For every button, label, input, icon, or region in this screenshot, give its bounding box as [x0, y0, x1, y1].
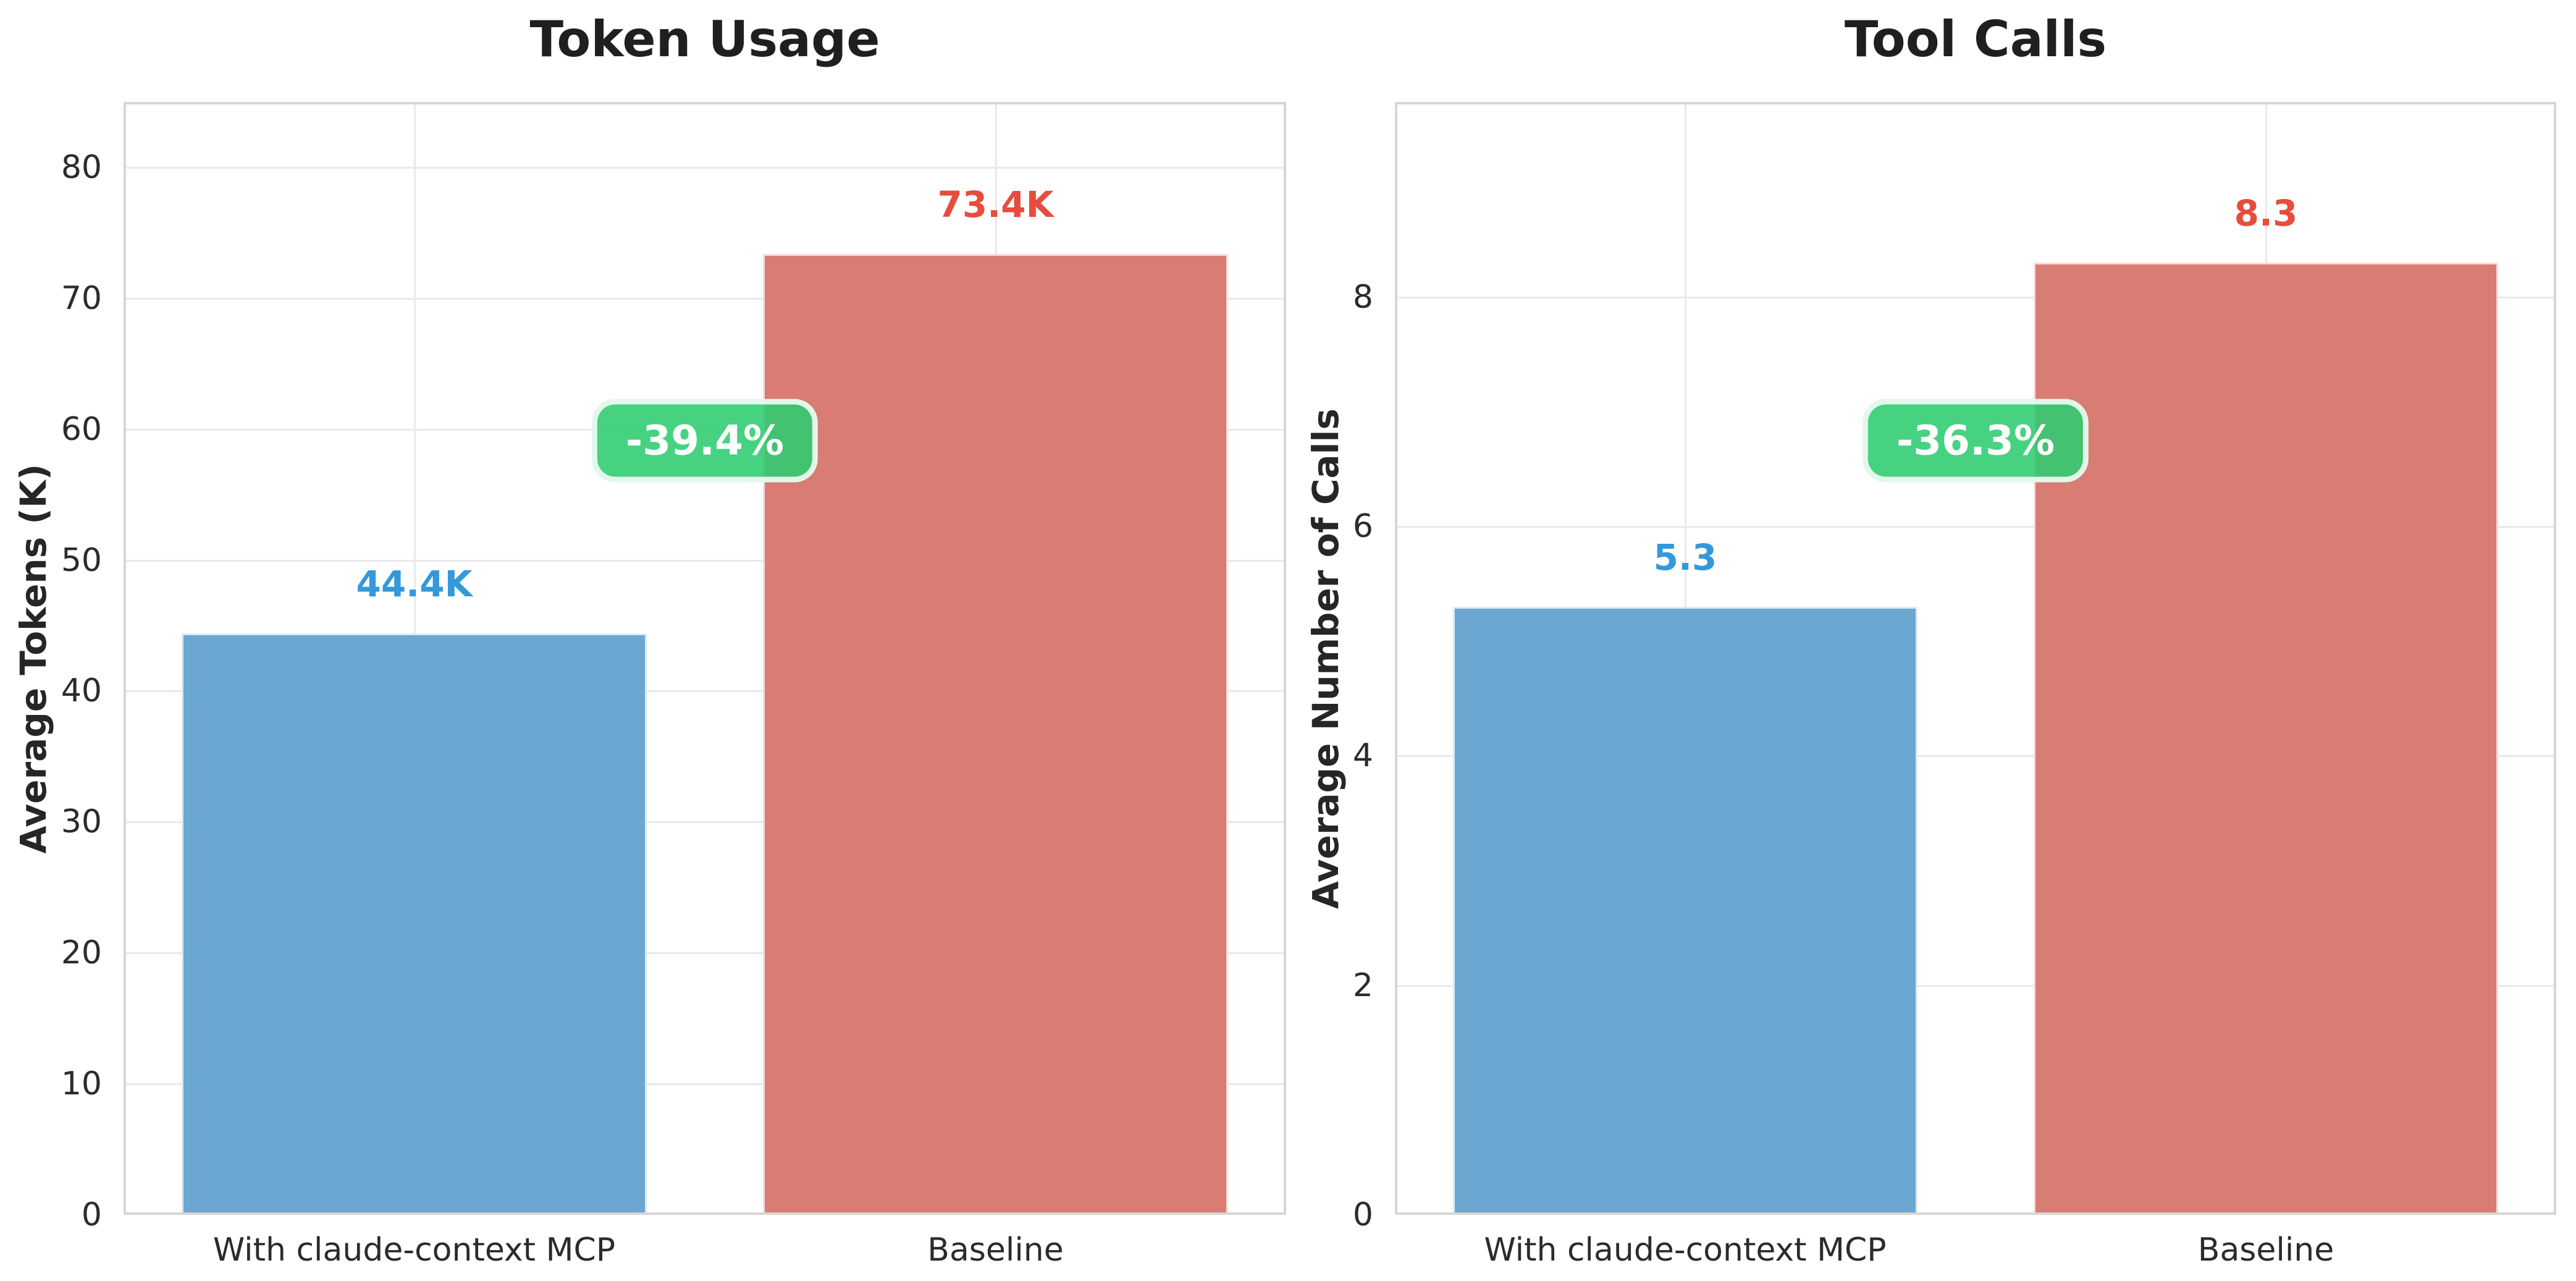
y-axis-label: Average Tokens (K): [12, 463, 54, 853]
gridline: [1395, 296, 2556, 298]
gridline: [124, 1083, 1286, 1086]
gridline: [124, 952, 1286, 955]
x-tick-label: With claude-context MCP: [1484, 1232, 1887, 1269]
reduction-badge: -39.4%: [591, 399, 819, 482]
bar-value-label: 44.4K: [356, 563, 473, 606]
y-tick-label: 6: [1352, 507, 1373, 545]
x-tick-label: Baseline: [2197, 1232, 2334, 1269]
y-tick-label: 2: [1352, 966, 1373, 1004]
y-tick-label: 8: [1352, 278, 1373, 316]
bar-with-claude-context-mcp: [182, 633, 647, 1215]
plot-area: [1395, 102, 2556, 1215]
y-tick-label: 4: [1352, 737, 1373, 775]
y-tick-label: 0: [1352, 1196, 1373, 1233]
y-tick-label: 80: [61, 148, 102, 186]
reduction-badge: -36.3%: [1862, 399, 2089, 482]
chart-title: Tool Calls: [1844, 11, 2107, 68]
chart-token-usage: Token Usage Average Tokens (K) With clau…: [12, 11, 1286, 1269]
y-tick-label: 60: [61, 410, 102, 448]
y-tick-label: 30: [61, 803, 102, 841]
x-tick-label: Baseline: [927, 1232, 1064, 1269]
y-tick-label: 40: [61, 672, 102, 710]
gridline: [124, 821, 1286, 824]
y-tick-label: 70: [61, 279, 102, 317]
bar-value-label: 5.3: [1653, 536, 1717, 578]
bar-value-label: 73.4K: [937, 183, 1054, 226]
y-axis-label: Average Number of Calls: [1305, 408, 1347, 909]
gridline: [1395, 984, 2556, 987]
y-tick-label: 0: [81, 1196, 102, 1233]
x-tick-label: With claude-context MCP: [213, 1232, 616, 1269]
bar-value-label: 8.3: [2234, 192, 2298, 234]
y-tick-label: 10: [61, 1065, 102, 1103]
gridline: [124, 166, 1286, 169]
y-tick-label: 50: [61, 541, 102, 579]
gridline: [124, 690, 1286, 693]
gridline: [1395, 525, 2556, 528]
gridline: [124, 297, 1286, 300]
gridline: [124, 559, 1286, 562]
chart-tool-calls: Tool Calls Average Number of Calls With …: [1288, 0, 2576, 1281]
plot-area: [124, 102, 1286, 1215]
bar-with-claude-context-mcp: [1453, 606, 1917, 1215]
gridline: [1395, 755, 2556, 758]
bar-baseline: [763, 253, 1228, 1215]
y-tick-label: 20: [61, 934, 102, 972]
chart-title: Token Usage: [529, 11, 880, 68]
bar-baseline: [2034, 262, 2498, 1215]
